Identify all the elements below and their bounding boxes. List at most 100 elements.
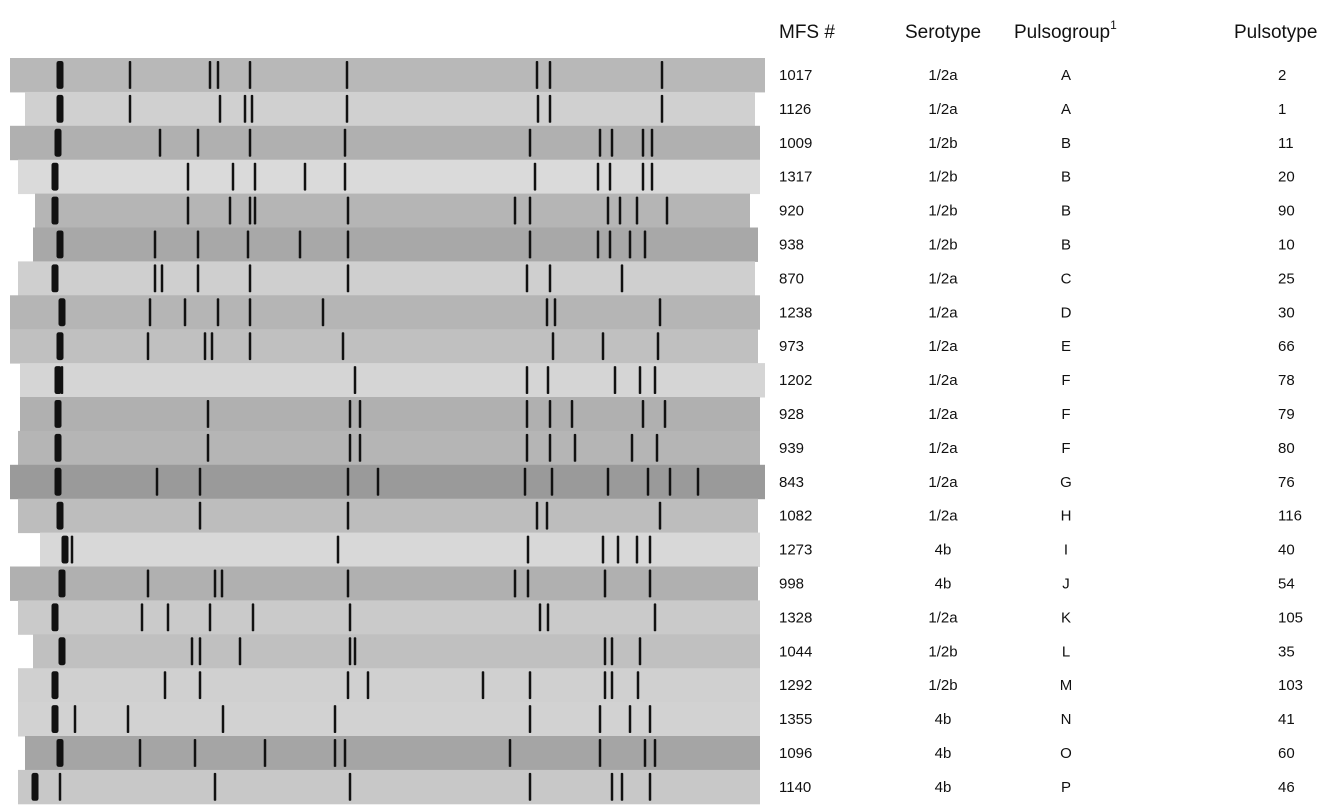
gel-band [526, 569, 530, 598]
gel-band [641, 162, 645, 191]
gel-band [550, 467, 554, 496]
gel-band [70, 535, 74, 564]
gel-band [333, 739, 337, 767]
table-cell: 4b [935, 779, 952, 796]
gel-band [610, 637, 614, 666]
gel-band [613, 366, 617, 394]
gel-band [608, 162, 612, 191]
gel-lane [18, 668, 760, 703]
table-cell: O [1060, 745, 1072, 762]
table-cell: 928 [779, 406, 804, 423]
gel-band [220, 569, 224, 598]
table-cell: D [1061, 304, 1072, 321]
gel-band [51, 264, 59, 293]
table-cell: 4b [935, 745, 952, 762]
gel-lane [33, 634, 760, 669]
gel-band [648, 535, 652, 564]
table-cell: 1/2b [928, 236, 957, 253]
table-cell: C [1061, 270, 1072, 287]
gel-band [343, 739, 347, 767]
gel-band [196, 128, 200, 157]
gel-band [196, 230, 200, 259]
table-cell: 4b [935, 711, 952, 728]
gel-band [638, 637, 642, 666]
gel-band [58, 637, 66, 666]
gel-band [663, 400, 667, 428]
gel-lane [33, 227, 758, 262]
gel-band [346, 467, 350, 496]
gel-band [54, 128, 62, 157]
gel-band [620, 772, 624, 801]
gel-lane [10, 329, 758, 364]
gel-lane [18, 159, 760, 195]
table-cell: A [1061, 67, 1071, 84]
gel-band [51, 162, 59, 191]
gel-band [56, 739, 64, 767]
gel-band [248, 128, 252, 157]
table: MFS # Serotype Pulsogroup1 Pulsotype 101… [779, 18, 1317, 796]
gel-band [251, 603, 255, 632]
gel-band [638, 366, 642, 394]
table-cell: 4b [935, 542, 952, 559]
gel-band [353, 366, 357, 394]
table-cell: 1238 [779, 304, 812, 321]
gel-band [601, 332, 605, 361]
table-cell: L [1062, 643, 1070, 660]
gel-band [198, 637, 202, 666]
table-cell: 20 [1278, 169, 1295, 186]
gel-band [528, 230, 532, 259]
gel-band [345, 61, 349, 89]
gel-band [231, 162, 235, 191]
table-cell: 1/2a [928, 338, 958, 355]
table-cell: 1/2b [928, 677, 957, 694]
table-cell: 1/2a [928, 406, 958, 423]
gel-band [128, 94, 132, 123]
gel-band [525, 366, 529, 394]
gel-band [216, 61, 220, 89]
table-cell: 1009 [779, 135, 812, 152]
gel-band [648, 772, 652, 801]
gel-band [353, 637, 357, 666]
table-cell: B [1061, 236, 1071, 253]
gel-band [333, 705, 337, 733]
gel-lane [10, 566, 758, 601]
gel-band [658, 298, 662, 327]
gel-band [533, 162, 537, 191]
gel-band [51, 603, 59, 632]
table-cell: 10 [1278, 236, 1295, 253]
gel-band [648, 705, 652, 733]
gel-band [153, 230, 157, 259]
gel-band [148, 298, 152, 327]
gel-band [553, 298, 557, 327]
gel-band [186, 196, 190, 225]
column-header: MFS # [779, 22, 835, 43]
column-header: Pulsogroup1 [1014, 18, 1117, 43]
gel-lane [35, 193, 750, 228]
gel-band [603, 637, 607, 666]
gel-band [343, 162, 347, 191]
gel-band [525, 433, 529, 462]
gel-band [348, 772, 352, 801]
gel-band [160, 264, 164, 293]
table-cell: 1317 [779, 169, 812, 186]
gel-band [525, 400, 529, 428]
table-cell: 30 [1278, 304, 1295, 321]
gel-band [528, 772, 532, 801]
gel-band [193, 739, 197, 767]
gel-band [636, 671, 640, 700]
gel-band [696, 467, 700, 496]
table-cell: 79 [1278, 406, 1295, 423]
table-cell: 1/2a [928, 609, 958, 626]
table-cell: G [1060, 474, 1072, 491]
gel-band [263, 739, 267, 767]
gel-band [535, 61, 539, 89]
table-cell: M [1060, 677, 1073, 694]
gel-band [246, 230, 250, 259]
gel-band [528, 671, 532, 700]
gel-band [56, 501, 64, 530]
gel-band [221, 705, 225, 733]
gel-band [298, 230, 302, 259]
gel-band [358, 400, 362, 428]
header-text: Pulsogroup [1014, 22, 1110, 43]
